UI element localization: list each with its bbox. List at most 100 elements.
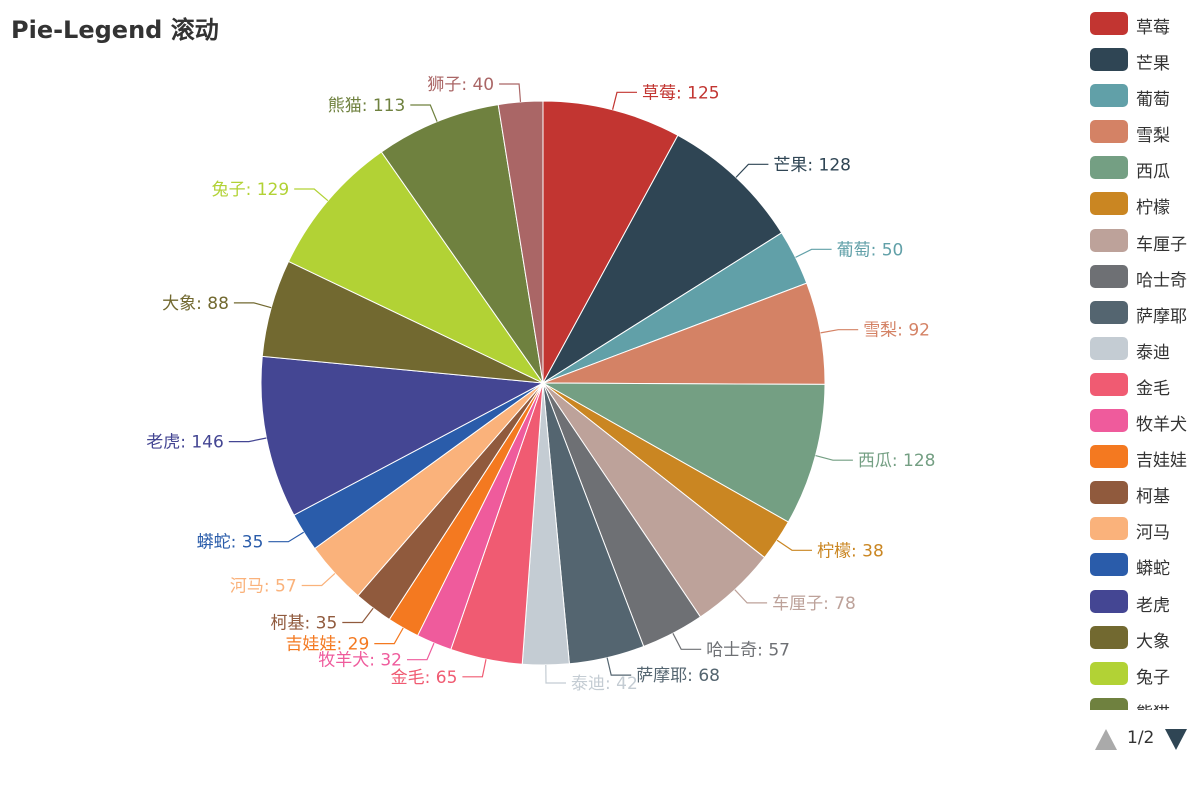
legend-label-2: 葡萄 <box>1136 90 1170 111</box>
legend-item-10[interactable]: 金毛 <box>1090 372 1193 409</box>
label-line-20 <box>499 83 522 102</box>
label-line-2 <box>795 248 832 258</box>
legend-item-1[interactable]: 芒果 <box>1090 48 1193 84</box>
data-label-2: 葡萄: 50 <box>837 240 904 260</box>
legend-label-16: 老虎 <box>1136 595 1170 616</box>
data-label-9: 泰迪: 42 <box>571 674 638 694</box>
label-line-12 <box>374 627 404 645</box>
legend-item-9[interactable]: 泰迪 <box>1090 336 1193 373</box>
legend-item-3[interactable]: 雪梨 <box>1090 120 1193 156</box>
legend-page-indicator: 1/2 <box>1127 728 1155 748</box>
label-line-7 <box>672 633 702 650</box>
legend-item-13[interactable]: 柯基 <box>1090 481 1193 517</box>
legend-swatch-2 <box>1090 84 1128 108</box>
legend-label-3: 雪梨 <box>1136 126 1170 147</box>
pie-slice-19[interactable] <box>380 104 544 384</box>
label-line-15 <box>268 531 305 543</box>
label-line-11 <box>407 642 435 661</box>
legend-item-19[interactable]: 熊猫 <box>1090 697 1193 710</box>
legend-item-15[interactable]: 蟒蛇 <box>1090 553 1193 589</box>
legend-label-5: 柠檬 <box>1136 198 1170 219</box>
legend-swatch-13 <box>1090 481 1128 505</box>
legend-swatch-17 <box>1090 625 1128 649</box>
pie-slice-16[interactable] <box>260 355 545 516</box>
data-label-12: 吉娃娃: 29 <box>286 635 370 655</box>
data-label-7: 哈士奇: 57 <box>706 640 790 660</box>
data-label-18: 兔子: 129 <box>212 180 290 200</box>
legend-swatch-15 <box>1090 553 1128 577</box>
legend-prev-page-button[interactable] <box>1095 729 1117 750</box>
legend-pager: 1/2 <box>1093 726 1193 752</box>
data-label-0: 草莓: 125 <box>642 83 720 103</box>
data-label-16: 老虎: 146 <box>146 433 224 453</box>
label-line-4 <box>815 455 853 461</box>
label-line-17 <box>233 302 272 309</box>
legend-next-page-button[interactable] <box>1165 729 1187 750</box>
legend-item-12[interactable]: 吉娃娃 <box>1090 445 1193 481</box>
legend-swatch-10 <box>1090 372 1128 396</box>
data-label-20: 狮子: 40 <box>427 75 494 95</box>
legend-item-17[interactable]: 大象 <box>1090 625 1193 662</box>
legend-label-17: 大象 <box>1136 631 1170 652</box>
legend-label-13: 柯基 <box>1136 487 1170 508</box>
legend-label-4: 西瓜 <box>1136 162 1170 183</box>
data-label-14: 河马: 57 <box>230 576 297 596</box>
label-line-14 <box>301 572 336 587</box>
legend: 草莓芒果葡萄雪梨西瓜柠檬车厘子哈士奇萨摩耶泰迪金毛牧羊犬吉娃娃柯基河马蟒蛇老虎大… <box>1090 12 1193 710</box>
legend-swatch-18 <box>1090 661 1128 685</box>
pie-slice-4[interactable] <box>541 382 826 523</box>
legend-swatch-16 <box>1090 589 1128 613</box>
legend-swatch-12 <box>1090 445 1128 469</box>
legend-label-19: 熊猫 <box>1136 699 1170 710</box>
legend-label-0: 草莓 <box>1136 18 1170 38</box>
data-label-5: 柠檬: 38 <box>817 541 884 561</box>
label-line-10 <box>462 659 487 678</box>
label-line-18 <box>294 188 329 202</box>
legend-swatch-19 <box>1090 697 1128 710</box>
legend-swatch-1 <box>1090 48 1128 72</box>
label-line-6 <box>734 589 768 604</box>
label-line-1 <box>735 163 769 178</box>
legend-item-7[interactable]: 哈士奇 <box>1090 264 1193 301</box>
legend-swatch-11 <box>1090 409 1128 433</box>
pie-slice-18[interactable] <box>287 151 545 385</box>
legend-label-9: 泰迪 <box>1136 342 1170 363</box>
legend-item-0[interactable]: 草莓 <box>1090 12 1193 48</box>
legend-item-18[interactable]: 兔子 <box>1090 661 1193 698</box>
legend-item-11[interactable]: 牧羊犬 <box>1090 409 1193 445</box>
legend-item-6[interactable]: 车厘子 <box>1090 228 1193 265</box>
data-label-10: 金毛: 65 <box>391 668 458 688</box>
legend-item-2[interactable]: 葡萄 <box>1090 84 1193 120</box>
legend-item-14[interactable]: 河马 <box>1090 517 1193 553</box>
legend-label-7: 哈士奇 <box>1136 270 1187 291</box>
legend-label-14: 河马 <box>1136 523 1170 544</box>
legend-item-16[interactable]: 老虎 <box>1090 589 1193 626</box>
legend-label-11: 牧羊犬 <box>1136 415 1187 436</box>
legend-swatch-6 <box>1090 228 1128 252</box>
data-label-8: 萨摩耶: 68 <box>636 666 720 686</box>
legend-item-4[interactable]: 西瓜 <box>1090 156 1193 192</box>
label-line-13 <box>342 607 374 624</box>
legend-swatch-9 <box>1090 336 1128 360</box>
data-label-13: 柯基: 35 <box>271 613 338 633</box>
legend-label-15: 蟒蛇 <box>1136 559 1170 580</box>
chart-title: Pie-Legend 滚动 <box>11 16 219 44</box>
legend-label-1: 芒果 <box>1136 54 1170 75</box>
legend-swatch-3 <box>1090 120 1128 144</box>
data-label-4: 西瓜: 128 <box>858 451 936 471</box>
label-line-8 <box>606 657 632 676</box>
legend-item-8[interactable]: 萨摩耶 <box>1090 300 1193 337</box>
legend-item-5[interactable]: 柠檬 <box>1090 192 1193 228</box>
data-label-19: 熊猫: 113 <box>328 96 406 116</box>
pie-slice-0[interactable] <box>542 100 679 384</box>
legend-label-10: 金毛 <box>1136 378 1170 399</box>
data-label-3: 雪梨: 92 <box>863 321 930 341</box>
label-line-9 <box>545 664 566 684</box>
legend-label-6: 车厘子 <box>1136 234 1187 255</box>
legend-swatch-7 <box>1090 264 1128 288</box>
label-line-0 <box>612 91 637 110</box>
pie-slice-1[interactable] <box>541 134 783 385</box>
legend-swatch-14 <box>1090 517 1128 541</box>
legend-label-8: 萨摩耶 <box>1136 306 1187 327</box>
